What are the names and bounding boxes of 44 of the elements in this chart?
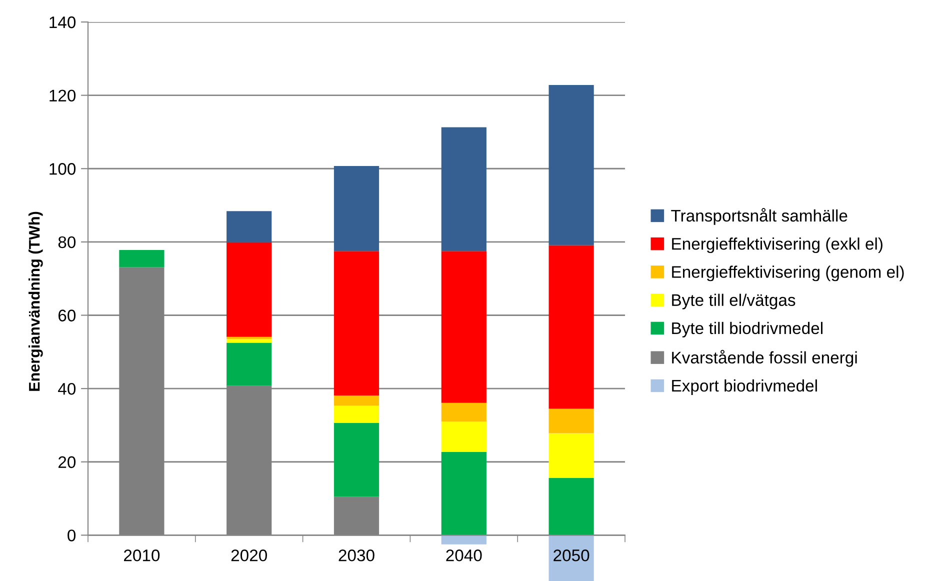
x-tick-label: 2010 xyxy=(124,550,160,562)
bar xyxy=(226,242,272,337)
bar xyxy=(548,85,594,246)
bar xyxy=(334,251,380,396)
bar xyxy=(441,251,486,403)
bar xyxy=(226,211,272,242)
x-tick-label: 2020 xyxy=(231,550,267,562)
x-tick-label: 2030 xyxy=(338,550,374,562)
bar xyxy=(226,336,272,340)
y-axis-title: Energianvändning (TWh) xyxy=(28,212,43,391)
bar xyxy=(441,422,486,452)
y-tick-label: 60 xyxy=(58,310,76,322)
bar xyxy=(441,452,486,536)
y-tick-label: 40 xyxy=(58,382,76,395)
legend-label: Kvarstående fossil energi xyxy=(672,350,857,367)
bar xyxy=(119,250,164,268)
bar xyxy=(226,342,272,386)
bar xyxy=(441,402,486,422)
bar xyxy=(334,166,380,252)
legend-label: Energieffektivisering (exkl el) xyxy=(672,238,882,254)
y-tick-label: 80 xyxy=(58,236,76,248)
x-tick-label: 2050 xyxy=(554,550,590,562)
bar xyxy=(548,535,594,581)
bar xyxy=(441,535,486,544)
legend-label: Byte till biodrivmedel xyxy=(672,322,822,338)
bar xyxy=(334,406,380,424)
legend-label: Export biodrivmedel xyxy=(672,379,817,395)
bar xyxy=(334,396,380,406)
bar xyxy=(334,423,380,497)
bar xyxy=(548,478,594,536)
y-tick-label: 20 xyxy=(58,456,76,468)
x-tick-label: 2040 xyxy=(446,550,482,562)
bar xyxy=(441,127,486,252)
y-tick-label: 140 xyxy=(50,16,76,28)
y-tick-label: 100 xyxy=(50,163,76,175)
bar xyxy=(548,433,594,478)
legend-label: Byte till el/vätgas xyxy=(672,294,796,310)
y-tick-label: 0 xyxy=(68,530,76,542)
legend-label: Energieffektivisering (genom el) xyxy=(672,266,904,282)
bar xyxy=(548,408,594,434)
bar xyxy=(548,245,594,409)
legend-label: Transportsnålt samhälle xyxy=(671,208,848,225)
bar xyxy=(226,339,272,343)
y-tick-label: 120 xyxy=(50,90,76,102)
